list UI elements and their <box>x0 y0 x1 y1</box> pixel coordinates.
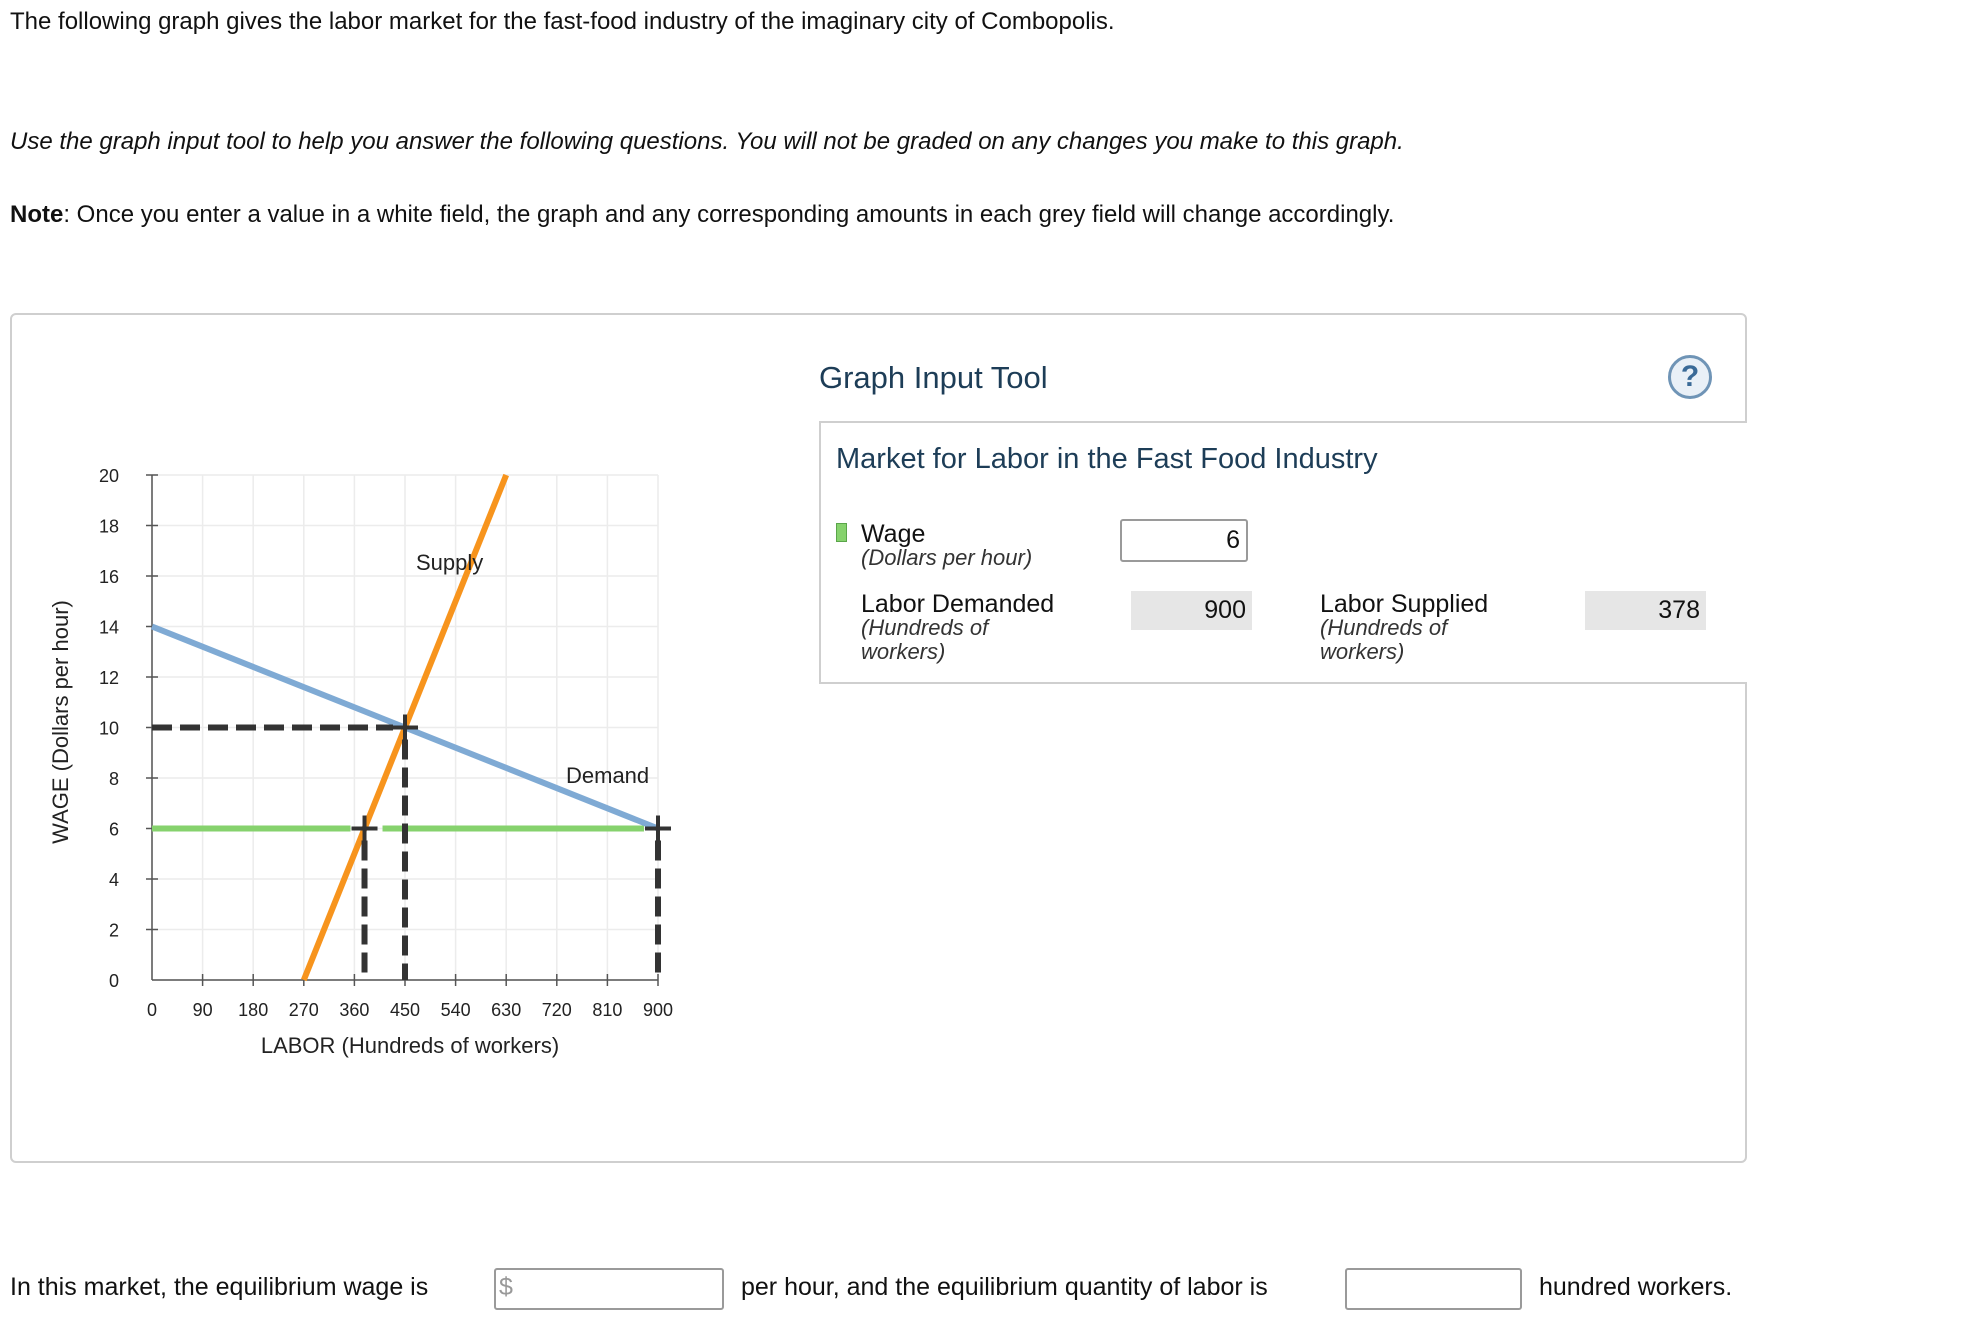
intro-line-1: The following graph gives the labor mark… <box>10 8 1115 35</box>
intro-line-2: Use the graph input tool to help you ans… <box>10 128 1404 155</box>
x-tick-label: 540 <box>441 1000 471 1020</box>
x-tick-label: 270 <box>289 1000 319 1020</box>
demand-label: Demand <box>566 763 649 788</box>
y-tick-label: 12 <box>99 668 119 688</box>
labor-demanded-unit-2: workers) <box>861 639 946 664</box>
labor-supplied-value: 378 <box>1585 591 1706 630</box>
market-subtitle: Market for Labor in the Fast Food Indust… <box>836 443 1378 475</box>
wage-input[interactable] <box>1120 519 1248 562</box>
y-tick-label: 18 <box>99 517 119 537</box>
x-tick-label: 360 <box>339 1000 369 1020</box>
chart-markers <box>351 714 671 842</box>
x-tick-label: 720 <box>542 1000 572 1020</box>
y-tick-label: 4 <box>109 870 119 890</box>
x-tick-label: 630 <box>491 1000 521 1020</box>
equilibrium-quantity-input[interactable] <box>1345 1268 1522 1310</box>
intro-note: Note: Once you enter a value in a white … <box>10 200 1394 230</box>
question-part-2: per hour, and the equilibrium quantity o… <box>741 1273 1268 1301</box>
x-tick-label: 810 <box>592 1000 622 1020</box>
y-axis-title: WAGE (Dollars per hour) <box>48 600 73 844</box>
note-label: Note <box>10 201 64 228</box>
labor-demanded-label: Labor Demanded <box>861 590 1055 618</box>
x-tick-label: 90 <box>193 1000 213 1020</box>
x-tick-label: 0 <box>147 1000 157 1020</box>
help-icon[interactable]: ? <box>1668 355 1712 399</box>
question-part-3: hundred workers. <box>1539 1273 1733 1301</box>
chart-tick-labels: 0 90 180 270 360 450 540 630 720 810 9000246810121… <box>99 466 673 1020</box>
y-tick-label: 0 <box>109 971 119 991</box>
y-tick-label: 16 <box>99 567 119 587</box>
x-axis-title: LABOR (Hundreds of workers) <box>261 1033 559 1058</box>
graph-input-tool-title: Graph Input Tool <box>819 360 1048 395</box>
labor-supplied-unit-1: (Hundreds of <box>1320 615 1448 640</box>
chart-guides <box>152 724 661 980</box>
equilibrium-wage-input[interactable] <box>494 1268 724 1310</box>
labor-demanded-value: 900 <box>1131 591 1252 630</box>
y-tick-label: 2 <box>109 921 119 941</box>
y-tick-label: 20 <box>99 466 119 486</box>
x-tick-label: 450 <box>390 1000 420 1020</box>
y-tick-label: 8 <box>109 769 119 789</box>
input-tool-box <box>819 421 1747 684</box>
labor-supplied-label: Labor Supplied <box>1320 590 1489 618</box>
dollar-sign: $ <box>499 1273 513 1301</box>
wage-unit: (Dollars per hour) <box>861 545 1033 570</box>
supply-label: Supply <box>416 550 483 575</box>
labor-supplied-unit-2: workers) <box>1320 639 1405 664</box>
note-text: : Once you enter a value in a white fiel… <box>63 201 1395 228</box>
y-tick-label: 6 <box>109 820 119 840</box>
wage-color-swatch <box>836 523 847 542</box>
question-part-1: In this market, the equilibrium wage is <box>10 1273 429 1301</box>
y-tick-label: 10 <box>99 719 119 739</box>
wage-label: Wage <box>861 520 926 548</box>
x-tick-label: 180 <box>238 1000 268 1020</box>
y-tick-label: 14 <box>99 618 119 638</box>
labor-demanded-unit-1: (Hundreds of <box>861 615 989 640</box>
x-tick-label: 900 <box>643 1000 673 1020</box>
